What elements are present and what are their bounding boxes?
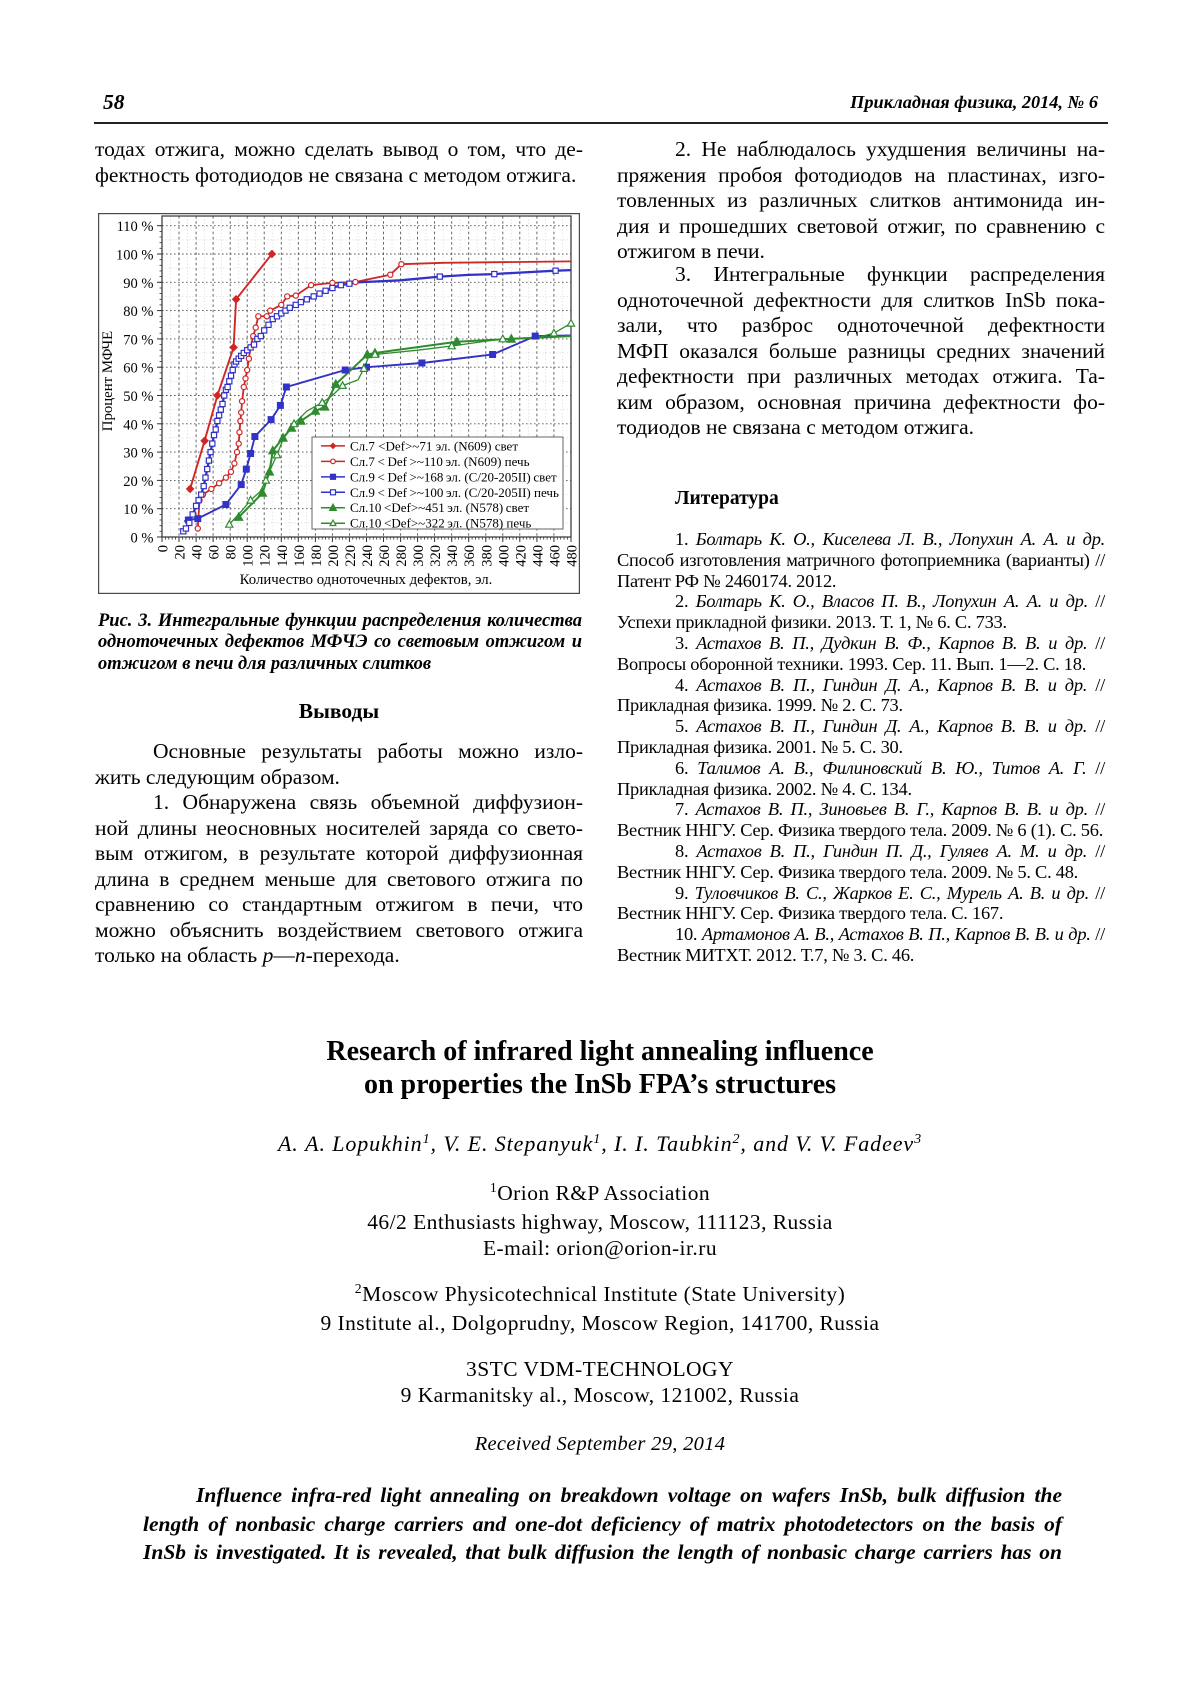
svg-text:240: 240 (360, 545, 376, 567)
svg-text:380: 380 (479, 545, 495, 567)
svg-text:0: 0 (156, 545, 172, 552)
svg-text:160: 160 (292, 545, 308, 567)
svg-text:30 %: 30 % (123, 446, 153, 462)
svg-text:360: 360 (462, 545, 478, 567)
svg-text:Сл.9 < Def >~168 эл. (С/20-205: Сл.9 < Def >~168 эл. (С/20-205II) свет (350, 469, 557, 484)
svg-text:440: 440 (530, 545, 546, 567)
svg-text:200: 200 (326, 545, 342, 567)
svg-text:120: 120 (258, 545, 274, 567)
svg-text:20: 20 (173, 545, 189, 560)
svg-text:420: 420 (513, 545, 529, 567)
svg-text:140: 140 (275, 545, 291, 567)
svg-text:300: 300 (411, 545, 427, 567)
svg-text:40: 40 (190, 545, 206, 560)
svg-text:260: 260 (377, 545, 393, 567)
svg-text:340: 340 (445, 545, 461, 567)
svg-text:180: 180 (309, 545, 325, 567)
svg-text:20 %: 20 % (123, 474, 153, 490)
svg-text:110 %: 110 % (117, 219, 154, 235)
svg-text:Сл.10 <Def>~451 эл. (N578) све: Сл.10 <Def>~451 эл. (N578) свет (350, 500, 529, 515)
svg-text:0 %: 0 % (131, 531, 154, 547)
svg-text:280: 280 (394, 545, 410, 567)
svg-text:90 %: 90 % (123, 276, 153, 292)
svg-text:80: 80 (224, 545, 240, 560)
svg-text:80 %: 80 % (123, 304, 153, 320)
svg-text:460: 460 (547, 545, 563, 567)
svg-text:Количество одноточечных дефект: Количество одноточечных дефектов, эл. (240, 572, 493, 588)
svg-text:60 %: 60 % (123, 361, 153, 377)
svg-text:400: 400 (496, 545, 512, 567)
svg-text:Сл.10 <Def>~322 эл. (N578) печ: Сл.10 <Def>~322 эл. (N578) печь (350, 516, 531, 531)
svg-text:10 %: 10 % (123, 502, 153, 518)
svg-text:Сл.7 < Def >~110 эл. (N609) пе: Сл.7 < Def >~110 эл. (N609) печь (350, 454, 530, 469)
svg-text:60: 60 (207, 545, 223, 560)
svg-text:320: 320 (428, 545, 444, 567)
svg-text:50 %: 50 % (123, 389, 153, 405)
svg-text:Сл.7 <Def>~71 эл. (N609) свет: Сл.7 <Def>~71 эл. (N609) свет (350, 438, 518, 453)
svg-text:40 %: 40 % (123, 417, 153, 433)
svg-text:220: 220 (343, 545, 359, 567)
svg-text:70 %: 70 % (123, 332, 153, 348)
svg-text:Процент МФЧЕ: Процент МФЧЕ (100, 331, 116, 431)
svg-text:Сл.9 < Def >~100 эл. (С/20-205: Сл.9 < Def >~100 эл. (С/20-205II) печь (350, 485, 559, 500)
svg-text:480: 480 (565, 545, 581, 567)
svg-text:100: 100 (241, 545, 257, 567)
svg-text:100 %: 100 % (116, 248, 153, 264)
